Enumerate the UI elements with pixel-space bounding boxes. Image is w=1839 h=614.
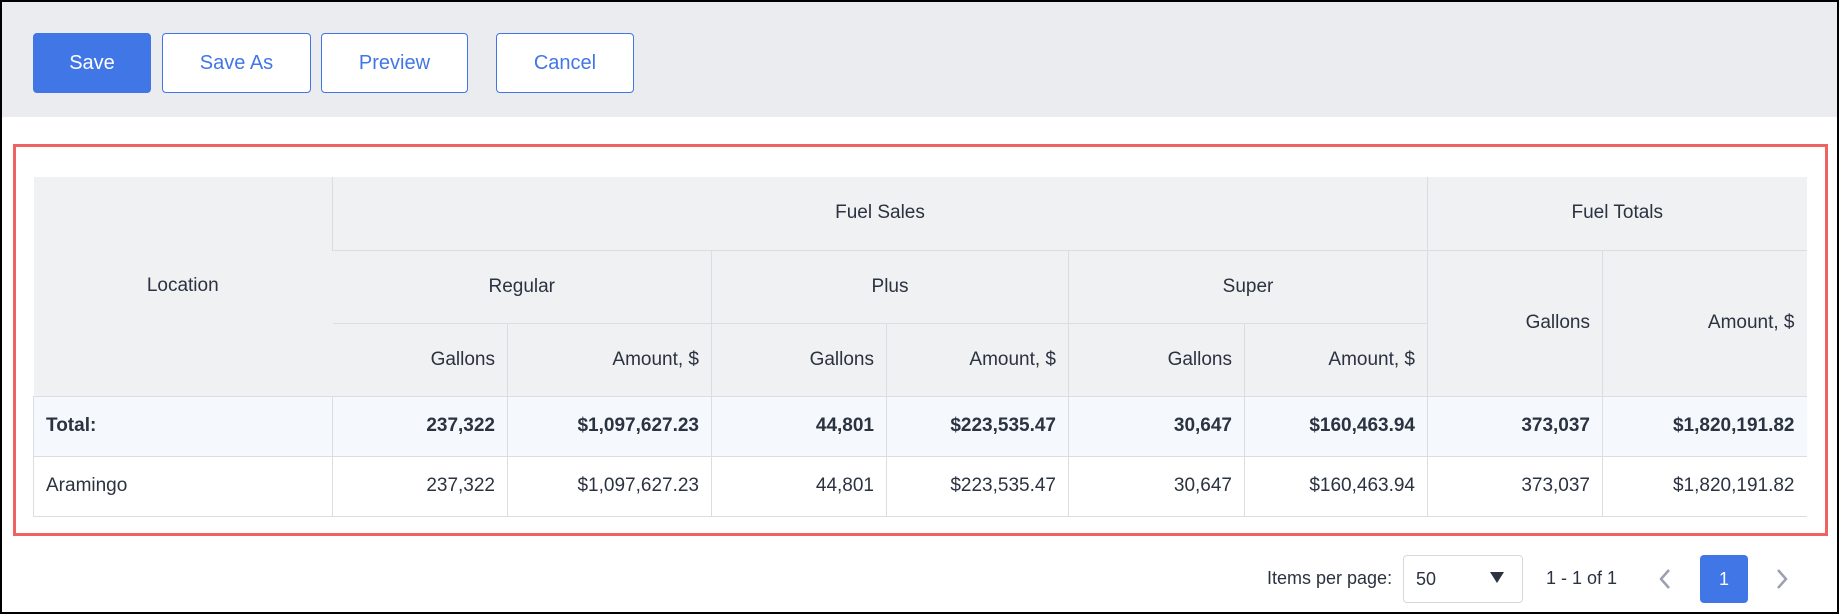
header-fuel-sales: Fuel Sales [332,177,1428,251]
header-super-gallons[interactable]: Gallons [1068,323,1245,397]
header-regular-gallons[interactable]: Gallons [332,323,508,397]
toolbar: Save Save As Preview Cancel [2,2,1837,117]
next-page-button[interactable] [1767,561,1797,597]
header-total-gallons[interactable]: Gallons [1427,250,1603,397]
cell-regular-gallons: 237,322 [332,396,508,457]
save-as-button[interactable]: Save As [162,33,311,93]
cell-plus-amount: $223,535.47 [886,456,1069,517]
cell-regular-gallons: 237,322 [332,456,508,517]
cell-super-amount: $160,463.94 [1244,456,1428,517]
cell-plus-amount: $223,535.47 [886,396,1069,457]
items-per-page-select[interactable]: 50 [1403,555,1523,603]
save-button[interactable]: Save [33,33,151,93]
chevron-right-icon [1777,569,1788,589]
cell-total-amount: $1,820,191.82 [1602,456,1807,517]
cell-total-gallons: 373,037 [1427,396,1603,457]
header-super: Super [1068,250,1428,324]
header-plus-gallons[interactable]: Gallons [711,323,887,397]
caret-down-icon [1490,572,1504,583]
cell-location: Aramingo [33,456,333,517]
cell-super-gallons: 30,647 [1068,456,1245,517]
prev-page-button[interactable] [1650,561,1680,597]
cancel-button[interactable]: Cancel [496,33,634,93]
preview-button[interactable]: Preview [321,33,468,93]
header-regular: Regular [332,250,712,324]
cell-super-gallons: 30,647 [1068,396,1245,457]
highlighted-table-region [13,144,1828,536]
header-super-amount[interactable]: Amount, $ [1244,323,1428,397]
fuel-sales-table: Location Fuel Sales Fuel Totals Regular … [33,177,1807,517]
header-total-amount[interactable]: Amount, $ [1602,250,1807,397]
cell-super-amount: $160,463.94 [1244,396,1428,457]
page-1-button[interactable]: 1 [1700,555,1748,603]
header-location[interactable]: Location [33,177,333,397]
header-plus-amount[interactable]: Amount, $ [886,323,1069,397]
header-fuel-totals: Fuel Totals [1427,177,1807,251]
items-per-page-value: 50 [1416,568,1437,589]
chevron-left-icon [1659,569,1670,589]
header-regular-amount[interactable]: Amount, $ [507,323,712,397]
page-range-label: 1 - 1 of 1 [1546,568,1618,588]
cell-regular-amount: $1,097,627.23 [507,396,712,457]
cell-regular-amount: $1,097,627.23 [507,456,712,517]
cell-plus-gallons: 44,801 [711,456,887,517]
cell-location: Total: [33,396,333,457]
cell-total-amount: $1,820,191.82 [1602,396,1807,457]
cell-total-gallons: 373,037 [1427,456,1603,517]
table-row: Aramingo 237,322 $1,097,627.23 44,801 $2… [33,456,1807,517]
total-row: Total: 237,322 $1,097,627.23 44,801 $223… [33,396,1807,457]
cell-plus-gallons: 44,801 [711,396,887,457]
header-plus: Plus [711,250,1069,324]
items-per-page-label: Items per page: [1267,568,1393,588]
